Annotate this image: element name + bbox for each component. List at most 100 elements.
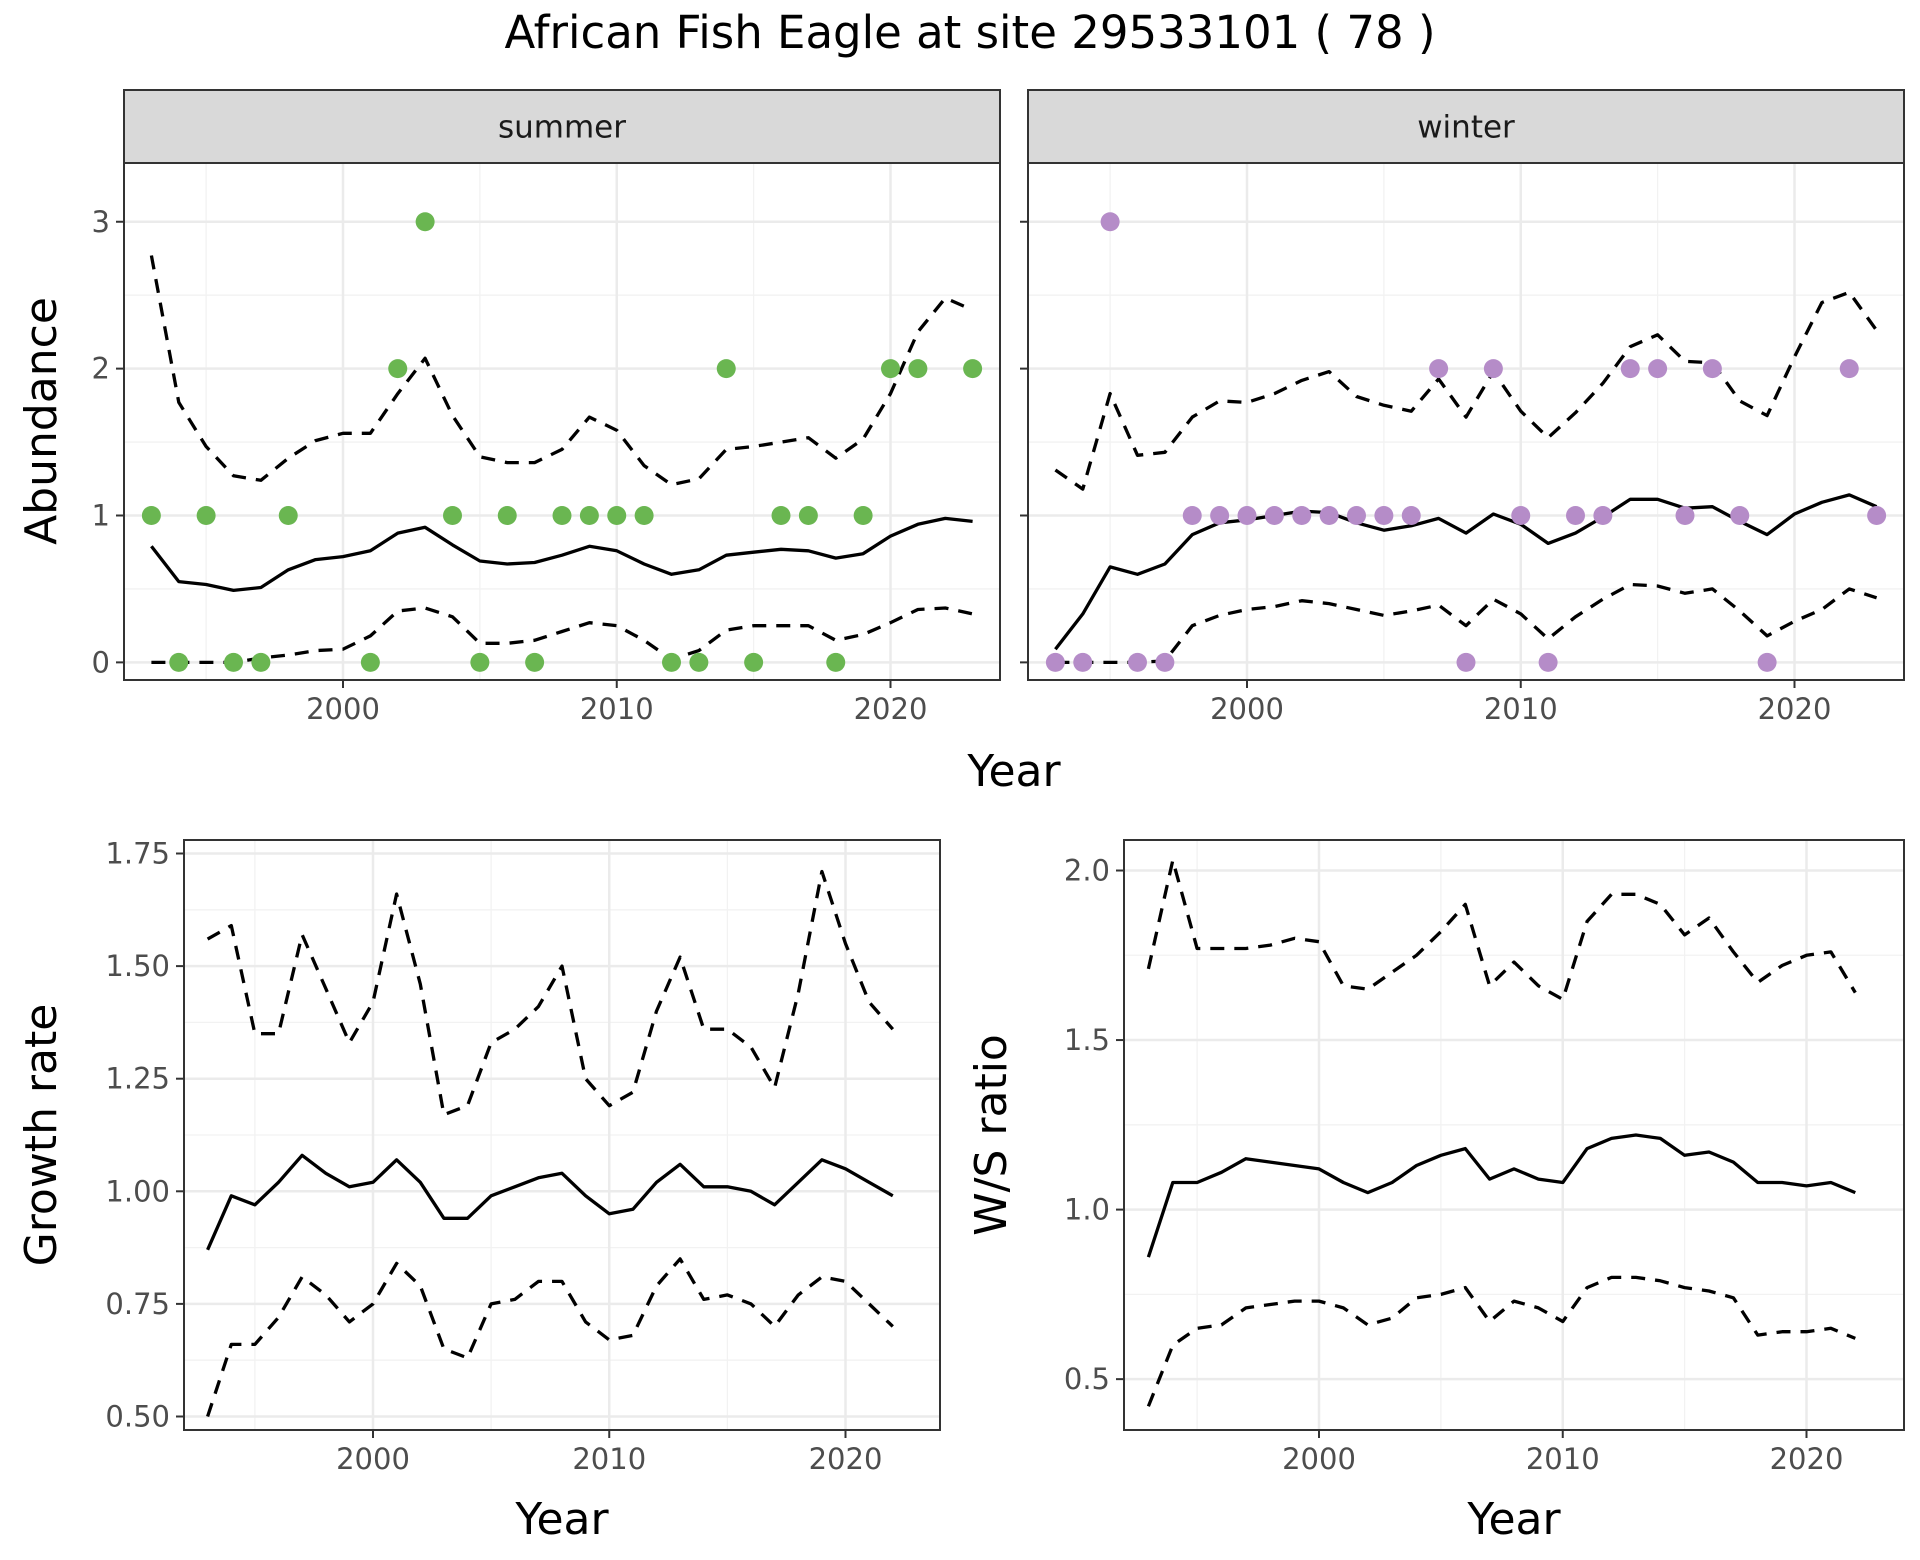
growth-panel-border bbox=[183, 839, 941, 1431]
summer-line-upper-bound bbox=[149, 255, 974, 487]
ratio-line-estimate bbox=[1146, 1133, 1856, 1258]
winter-point bbox=[1319, 506, 1339, 525]
summer-point bbox=[360, 652, 380, 672]
x-tick-label: 2000 bbox=[336, 1442, 410, 1476]
winter-line-upper-bound bbox=[1054, 290, 1878, 491]
panels: summer 2000 2010 2020 0 1 2 3 winter 2000 2010 2020… bbox=[16, 89, 1905, 1545]
summer-point bbox=[662, 652, 681, 672]
winter-point bbox=[1456, 652, 1476, 672]
top-x-axis-title: Year bbox=[966, 746, 1061, 797]
y-tick-label: 1.75 bbox=[105, 837, 170, 871]
y-tick-label: 1 bbox=[92, 499, 110, 533]
summer-strip-label: summer bbox=[498, 110, 626, 146]
ratio-panel-border bbox=[1123, 839, 1905, 1431]
summer-panel-border bbox=[123, 162, 1001, 681]
figure-title: African Fish Eagle at site 29533101 ( 78… bbox=[504, 6, 1435, 59]
summer-point bbox=[525, 652, 545, 672]
ratio-line-upper-bound bbox=[1146, 858, 1857, 1002]
summer-point bbox=[196, 506, 216, 525]
winter-point bbox=[1702, 359, 1722, 379]
y-tick-label: 1.5 bbox=[1064, 1023, 1110, 1057]
panel-ratio: 2000 2010 2020 bbox=[1123, 839, 1905, 1476]
y-tick-label: 2 bbox=[92, 352, 110, 386]
ratio-y-axis: 0.5 1.0 1.5 2.0 bbox=[1064, 854, 1124, 1396]
summer-point bbox=[141, 506, 161, 525]
winter-point bbox=[1839, 359, 1859, 379]
summer-point bbox=[607, 506, 627, 525]
summer-point bbox=[278, 506, 298, 525]
growth-line-upper-bound bbox=[206, 869, 895, 1117]
growth-y-axis-title: Growth rate bbox=[16, 1004, 67, 1267]
x-tick-label: 2010 bbox=[1526, 1442, 1600, 1476]
winter-point bbox=[1429, 359, 1449, 379]
summer-point bbox=[826, 652, 846, 672]
winter-point bbox=[1210, 506, 1230, 525]
summer-point bbox=[798, 506, 818, 525]
summer-point bbox=[689, 652, 709, 672]
summer-point bbox=[579, 506, 599, 525]
summer-point bbox=[744, 652, 764, 672]
y-tick-label: 1.0 bbox=[1064, 1193, 1110, 1227]
summer-point bbox=[415, 212, 435, 232]
summer-point bbox=[908, 359, 928, 379]
winter-point bbox=[1264, 506, 1284, 525]
ratio-line-lower-bound bbox=[1146, 1275, 1856, 1407]
x-tick-label: 2010 bbox=[580, 692, 654, 726]
winter-point bbox=[1128, 652, 1147, 672]
winter-strip bbox=[1027, 89, 1905, 164]
x-tick-label: 2010 bbox=[1484, 692, 1558, 726]
ratio-y-axis-title: W/S ratio bbox=[966, 1034, 1017, 1236]
summer-point bbox=[169, 652, 189, 672]
summer-point bbox=[224, 652, 243, 672]
ratio-x-axis-title: Year bbox=[1466, 1494, 1561, 1545]
winter-point bbox=[1374, 506, 1394, 525]
summer-y-axis: 0 1 2 3 bbox=[92, 205, 124, 679]
winter-point bbox=[1045, 652, 1065, 672]
summer-point bbox=[552, 506, 572, 525]
growth-x-axis-title: Year bbox=[514, 1494, 609, 1545]
growth-line-estimate bbox=[206, 1153, 894, 1251]
summer-point bbox=[388, 359, 408, 379]
winter-point bbox=[1182, 506, 1202, 525]
x-tick-label: 2000 bbox=[1282, 1442, 1356, 1476]
y-tick-label: 0.50 bbox=[105, 1399, 170, 1433]
winter-panel-border bbox=[1027, 162, 1905, 681]
panel-growth: 2000 2010 2020 bbox=[183, 839, 941, 1476]
winter-y-axis bbox=[1020, 220, 1028, 664]
winter-point bbox=[1620, 359, 1640, 379]
x-tick-label: 2020 bbox=[854, 692, 928, 726]
winter-point bbox=[1100, 212, 1120, 232]
x-tick-label: 2000 bbox=[1210, 692, 1284, 726]
growth-line-lower-bound bbox=[206, 1257, 894, 1418]
x-tick-label: 2020 bbox=[1758, 692, 1832, 726]
summer-point bbox=[634, 506, 654, 525]
summer-point bbox=[443, 506, 462, 525]
summer-point bbox=[251, 652, 271, 672]
y-tick-label: 3 bbox=[92, 205, 110, 239]
winter-point bbox=[1730, 506, 1750, 525]
y-tick-label: 0.5 bbox=[1064, 1362, 1110, 1396]
growth-y-axis: 0.50 0.75 1.00 1.25 1.50 1.75 bbox=[105, 837, 184, 1433]
winter-point bbox=[1538, 652, 1558, 672]
x-tick-label: 2020 bbox=[1770, 1442, 1844, 1476]
x-tick-label: 2000 bbox=[306, 692, 380, 726]
summer-strip bbox=[123, 89, 1001, 164]
y-tick-label: 0.75 bbox=[105, 1287, 170, 1321]
winter-strip-label: winter bbox=[1417, 110, 1515, 146]
panel-summer: summer 2000 2010 2020 bbox=[123, 89, 1001, 726]
winter-point bbox=[1566, 506, 1585, 525]
summer-point bbox=[853, 506, 873, 525]
y-tick-label: 0 bbox=[92, 645, 110, 679]
winter-point bbox=[1675, 506, 1695, 525]
winter-point bbox=[1401, 506, 1421, 525]
winter-line-lower-bound bbox=[1055, 582, 1878, 665]
winter-point bbox=[1648, 359, 1668, 379]
summer-point bbox=[497, 506, 517, 525]
winter-point bbox=[1237, 506, 1257, 525]
panel-winter: winter 2000 2010 2020 bbox=[1027, 89, 1905, 726]
y-tick-label: 1.00 bbox=[105, 1174, 170, 1208]
winter-point bbox=[1511, 506, 1531, 525]
winter-point bbox=[1155, 652, 1175, 672]
summer-line-lower-bound bbox=[151, 606, 973, 665]
